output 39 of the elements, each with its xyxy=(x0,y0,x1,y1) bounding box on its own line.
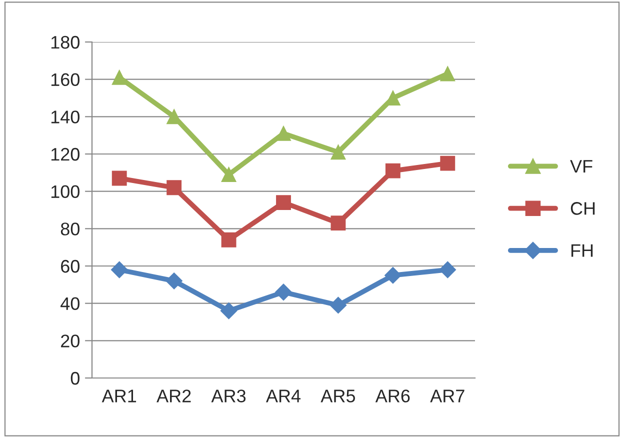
point xyxy=(384,266,402,284)
x-tick-label: AR2 xyxy=(156,390,191,402)
point xyxy=(220,302,238,320)
y-tick-label: 120 xyxy=(51,148,80,161)
point xyxy=(110,261,128,278)
point xyxy=(330,216,346,231)
legend-label: CH xyxy=(570,202,595,215)
x-tick-label: AR4 xyxy=(266,390,301,402)
point xyxy=(275,284,292,301)
x-tick-label: AR7 xyxy=(430,390,464,402)
y-tick-label: 40 xyxy=(60,297,80,310)
point xyxy=(221,232,236,248)
x-tick-label: AR1 xyxy=(102,390,136,402)
point xyxy=(276,195,291,210)
y-tick-label: 0 xyxy=(70,372,80,385)
point xyxy=(330,296,347,314)
point xyxy=(112,170,127,186)
point xyxy=(166,180,182,196)
point xyxy=(439,261,456,278)
point xyxy=(330,144,346,160)
y-tick-label: 160 xyxy=(51,73,80,86)
y-tick-label: 140 xyxy=(51,110,80,124)
y-tick-label: 100 xyxy=(51,185,80,198)
point xyxy=(276,126,291,141)
point xyxy=(166,272,182,290)
x-tick-label: AR3 xyxy=(211,390,246,402)
x-tick-label: AR5 xyxy=(320,390,356,402)
point xyxy=(440,66,456,82)
point xyxy=(440,156,456,171)
point xyxy=(221,167,236,182)
point xyxy=(112,70,127,85)
x-tick-label: AR6 xyxy=(375,390,410,402)
y-tick-label: 180 xyxy=(51,36,80,49)
legend-label: VF xyxy=(570,160,592,173)
y-tick-label: 20 xyxy=(61,334,80,348)
y-tick-label: 80 xyxy=(60,222,80,236)
y-tick-label: 60 xyxy=(61,260,80,273)
point xyxy=(385,163,400,178)
legend-label: FH xyxy=(571,244,593,257)
